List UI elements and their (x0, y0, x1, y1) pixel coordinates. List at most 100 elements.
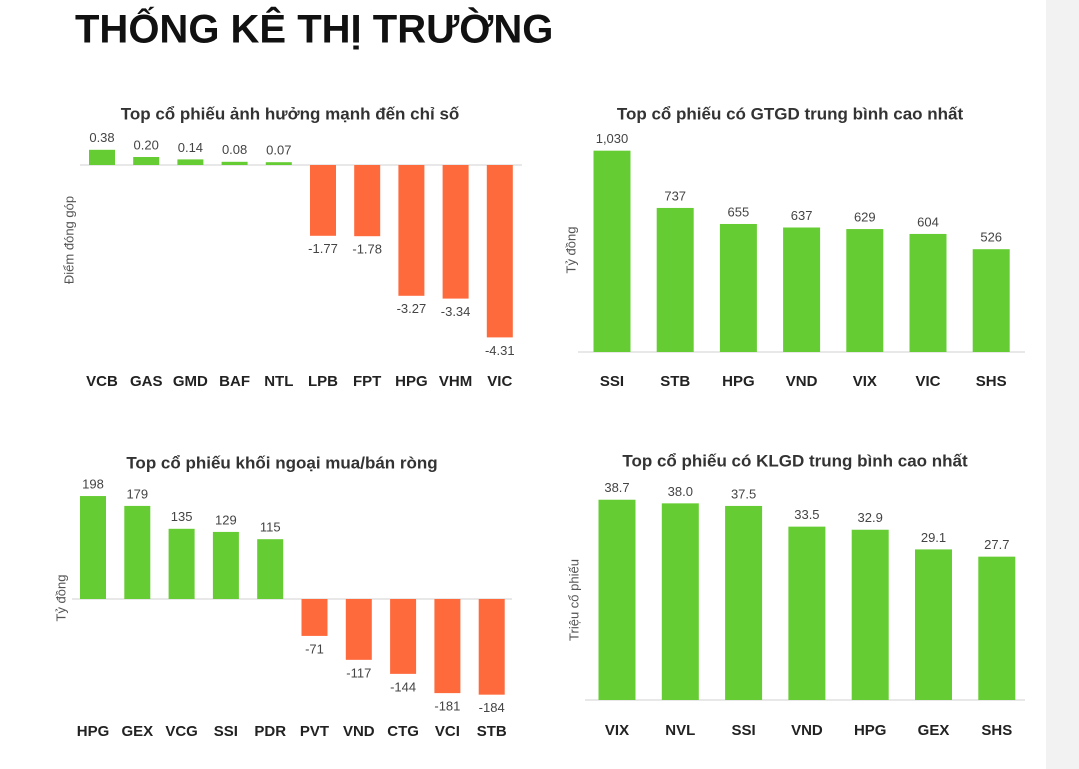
bar (354, 165, 381, 237)
value-label: 0.38 (89, 130, 114, 145)
value-label: -4.31 (485, 343, 515, 358)
bar (846, 229, 884, 352)
x-tick-label: VIC (915, 373, 940, 390)
y-axis-label: Tỷ đồng (563, 227, 578, 274)
bar (909, 233, 947, 352)
bar (301, 599, 328, 636)
value-label: 37.5 (731, 486, 756, 501)
page-title: THỐNG KÊ THỊ TRƯỜNG (75, 6, 553, 52)
chart-title: Top cổ phiếu có KLGD trung bình cao nhất (622, 451, 968, 470)
bar (89, 149, 115, 165)
x-tick-label: STB (660, 373, 690, 390)
x-tick-label: GAS (130, 373, 163, 390)
value-label: 179 (126, 486, 148, 501)
x-tick-label: GEX (918, 722, 950, 739)
value-label: -181 (434, 699, 460, 714)
bar (598, 499, 636, 700)
x-tick-label: GEX (121, 723, 153, 740)
value-label: 38.7 (604, 480, 629, 495)
bar (265, 162, 292, 165)
value-label: 0.07 (266, 143, 291, 158)
bar (221, 161, 248, 165)
bar (972, 249, 1010, 352)
y-axis-label: Tỷ đồng (53, 575, 68, 622)
x-tick-label: FPT (353, 373, 381, 390)
value-label: -1.77 (308, 241, 338, 256)
x-tick-label: NTL (264, 373, 293, 390)
value-label: -144 (390, 679, 416, 694)
value-label: 637 (791, 208, 813, 223)
bar (915, 549, 952, 700)
value-label: -3.34 (441, 304, 471, 319)
bar (442, 165, 469, 299)
x-tick-label: SHS (976, 373, 1007, 390)
value-label: -184 (479, 700, 505, 715)
x-tick-label: VIX (853, 373, 877, 390)
bar (978, 556, 1016, 700)
value-label: 526 (980, 230, 1002, 245)
value-label: 737 (664, 188, 686, 203)
bar (257, 539, 284, 599)
x-tick-label: VCI (435, 723, 460, 740)
y-axis-label: Triệu cổ phiếu (566, 559, 581, 641)
x-tick-label: HPG (854, 722, 887, 739)
value-label: 115 (260, 520, 281, 535)
bar (390, 599, 417, 674)
value-label: 604 (917, 214, 939, 229)
x-tick-label: PDR (254, 723, 286, 740)
value-label: 33.5 (794, 507, 819, 522)
value-label: 29.1 (921, 530, 946, 545)
bar (124, 505, 151, 599)
x-tick-label: LPB (308, 373, 338, 390)
x-tick-label: BAF (219, 373, 250, 390)
x-tick-label: SHS (981, 722, 1012, 739)
x-tick-label: HPG (722, 373, 755, 390)
bar (168, 528, 195, 599)
bar (788, 526, 826, 700)
chart-title: Top cổ phiếu có GTGD trung bình cao nhất (617, 104, 964, 123)
x-tick-label: VCG (165, 723, 198, 740)
value-label: -117 (346, 665, 371, 680)
bar (783, 227, 821, 352)
value-label: 198 (82, 476, 104, 491)
x-tick-label: HPG (77, 723, 110, 740)
value-label: -71 (305, 641, 324, 656)
x-tick-label: CTG (387, 723, 419, 740)
chart-title: Top cổ phiếu ảnh hưởng mạnh đến chỉ số (121, 104, 460, 123)
x-tick-label: VIX (605, 722, 629, 739)
bar (80, 496, 106, 599)
chart-title: Top cổ phiếu khối ngoại mua/bán ròng (126, 453, 437, 472)
x-tick-label: SSI (214, 723, 238, 740)
x-tick-label: NVL (665, 722, 695, 739)
value-label: 32.9 (858, 510, 883, 525)
value-label: 27.7 (984, 537, 1009, 552)
x-tick-label: STB (477, 723, 507, 740)
bar (398, 165, 425, 296)
bar (851, 529, 889, 700)
x-tick-label: VND (791, 722, 823, 739)
bar (177, 159, 204, 165)
bar (719, 223, 757, 352)
bar (310, 165, 336, 236)
bar (486, 165, 513, 338)
bar (661, 503, 699, 700)
bar (434, 599, 461, 694)
value-label: -1.78 (352, 242, 382, 257)
x-tick-label: SSI (732, 722, 756, 739)
bar (656, 207, 694, 352)
x-tick-label: PVT (300, 723, 329, 740)
value-label: 0.20 (134, 137, 159, 152)
value-label: 1,030 (596, 131, 629, 146)
value-label: 129 (215, 512, 237, 527)
value-label: 629 (854, 209, 876, 224)
bar (133, 157, 160, 165)
x-tick-label: SSI (600, 373, 624, 390)
value-label: 135 (171, 509, 193, 524)
value-label: 0.08 (222, 142, 247, 157)
value-label: -3.27 (397, 301, 427, 316)
value-label: 655 (728, 204, 750, 219)
bar (345, 599, 372, 660)
x-tick-label: GMD (173, 373, 208, 390)
